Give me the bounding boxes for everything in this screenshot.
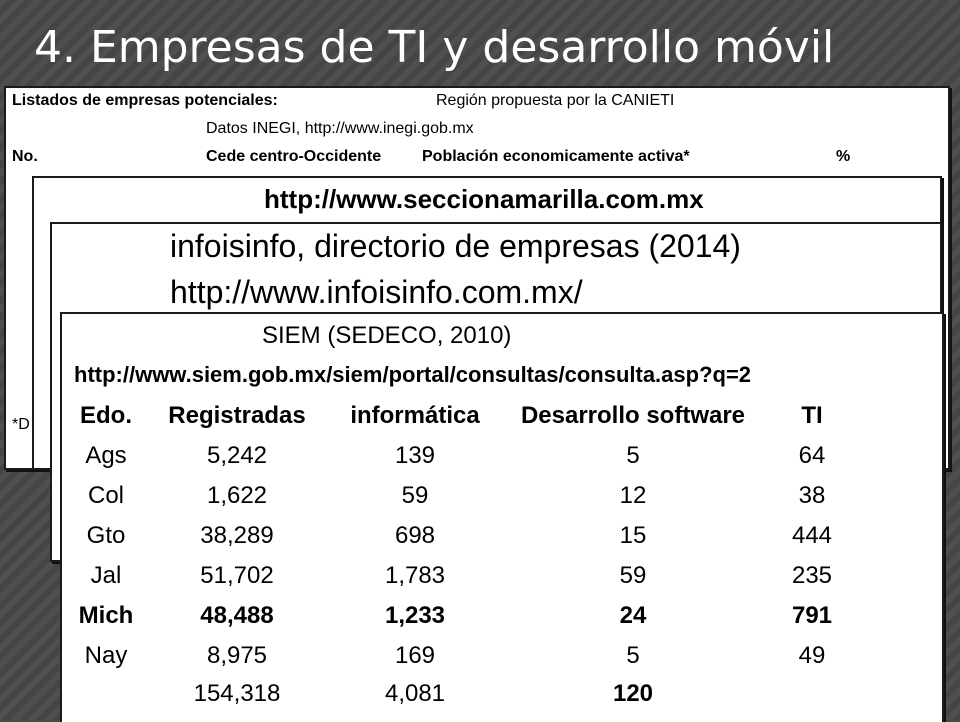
region-label: Región propuesta por la CANIETI bbox=[436, 92, 675, 109]
header-desarrollo: Desarrollo software bbox=[520, 402, 746, 429]
cell-informatica: 698 bbox=[394, 522, 436, 549]
header-ti: TI bbox=[801, 402, 823, 429]
cell-registradas: 38,289 bbox=[200, 522, 274, 549]
cell-desarrollo: 15 bbox=[619, 522, 647, 549]
cell-edo: Mich bbox=[78, 602, 134, 629]
cell-registradas: 1,622 bbox=[206, 482, 268, 509]
total-informatica: 4,081 bbox=[384, 680, 446, 707]
infoisinfo-title: infoisinfo, directorio de empresas (2014… bbox=[170, 228, 741, 264]
cell-desarrollo: 12 bbox=[619, 482, 647, 509]
col-cede-header: Cede centro-Occidente bbox=[206, 148, 382, 165]
cell-registradas: 51,702 bbox=[200, 562, 274, 589]
cell-ti: 49 bbox=[798, 642, 826, 669]
cell-ti: 235 bbox=[791, 562, 833, 589]
cell-edo: Jal bbox=[90, 562, 122, 589]
cell-desarrollo: 5 bbox=[626, 442, 640, 469]
siem-url: http://www.siem.gob.mx/siem/portal/consu… bbox=[74, 362, 752, 387]
total-registradas: 154,318 bbox=[193, 680, 281, 707]
listados-label: Listados de empresas potenciales: bbox=[12, 92, 278, 109]
slide-title: 4. Empresas de TI y desarrollo móvil bbox=[34, 22, 835, 73]
cell-ti: 64 bbox=[798, 442, 826, 469]
cell-desarrollo: 59 bbox=[619, 562, 647, 589]
footnote: *D bbox=[12, 416, 30, 433]
cell-desarrollo: 24 bbox=[619, 602, 647, 629]
header-informatica: informática bbox=[350, 402, 480, 429]
datos-inegi-label: Datos INEGI, http://www.inegi.gob.mx bbox=[206, 120, 474, 137]
cell-registradas: 8,975 bbox=[206, 642, 268, 669]
cell-registradas: 48,488 bbox=[200, 602, 274, 629]
col-no-header: No. bbox=[12, 148, 38, 165]
col-pct-header: % bbox=[836, 148, 851, 165]
cell-edo: Nay bbox=[84, 642, 128, 669]
cell-informatica: 59 bbox=[401, 482, 429, 509]
siem-panel: SIEM (SEDECO, 2010) http://www.siem.gob.… bbox=[60, 312, 944, 722]
header-edo: Edo. bbox=[80, 402, 132, 429]
cell-edo: Ags bbox=[85, 442, 127, 469]
header-registradas: Registradas bbox=[168, 402, 306, 429]
seccionamarilla-url: http://www.seccionamarilla.com.mx bbox=[264, 184, 704, 214]
infoisinfo-url: http://www.infoisinfo.com.mx/ bbox=[170, 274, 583, 310]
cell-informatica: 1,233 bbox=[384, 602, 446, 629]
cell-informatica: 1,783 bbox=[384, 562, 446, 589]
cell-registradas: 5,242 bbox=[206, 442, 268, 469]
cell-ti: 444 bbox=[791, 522, 833, 549]
cell-informatica: 169 bbox=[394, 642, 436, 669]
siem-title: SIEM (SEDECO, 2010) bbox=[262, 322, 512, 349]
cell-ti: 791 bbox=[791, 602, 833, 629]
cell-edo: Gto bbox=[86, 522, 126, 549]
cell-ti: 38 bbox=[798, 482, 826, 509]
col-poblacion-header: Población economicamente activa* bbox=[422, 148, 690, 165]
total-desarrollo: 120 bbox=[612, 680, 654, 707]
cell-edo: Col bbox=[87, 482, 124, 509]
cell-informatica: 139 bbox=[394, 442, 436, 469]
cell-desarrollo: 5 bbox=[626, 642, 640, 669]
